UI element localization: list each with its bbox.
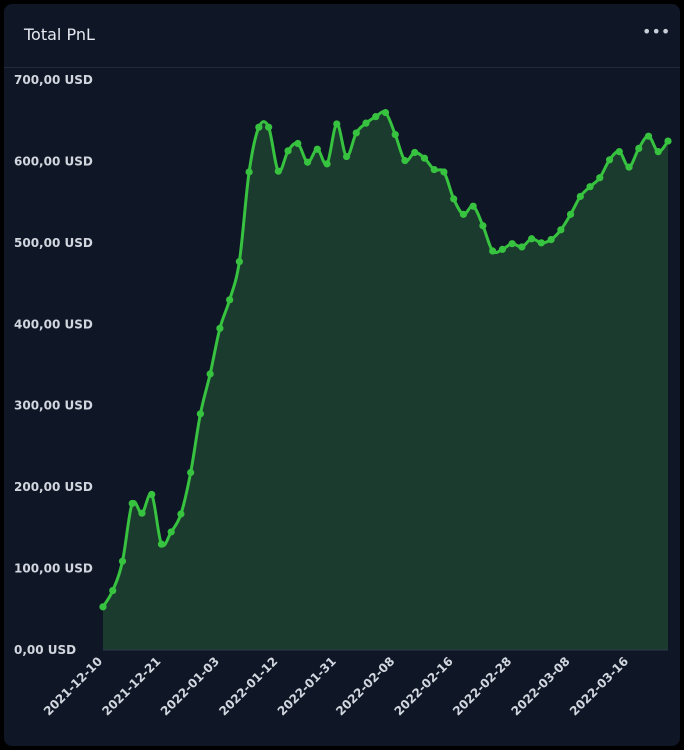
data-point[interactable]: [148, 490, 156, 499]
data-point[interactable]: [303, 158, 312, 166]
data-point[interactable]: [615, 148, 623, 156]
data-point[interactable]: [450, 195, 458, 203]
data-point[interactable]: [235, 257, 243, 266]
data-point[interactable]: [547, 236, 555, 244]
data-point[interactable]: [440, 168, 448, 176]
data-point[interactable]: [654, 148, 662, 156]
data-point[interactable]: [342, 152, 351, 161]
y-tick-label: 300,00 USD: [14, 399, 93, 413]
x-tick-label: 2022-02-28: [450, 654, 514, 718]
data-point[interactable]: [605, 156, 614, 164]
data-point[interactable]: [99, 603, 107, 611]
data-point[interactable]: [411, 148, 419, 157]
data-point[interactable]: [265, 123, 273, 131]
x-tick-label: 2022-03-16: [567, 654, 631, 718]
data-point[interactable]: [323, 160, 331, 168]
y-tick-label: 200,00 USD: [14, 480, 93, 494]
data-point[interactable]: [196, 410, 205, 418]
y-tick-label: 700,00 USD: [14, 73, 93, 87]
x-tick-label: 2022-01-12: [216, 654, 280, 718]
data-point[interactable]: [469, 202, 477, 210]
card-title: Total PnL: [24, 25, 95, 44]
data-point[interactable]: [596, 174, 604, 182]
data-point[interactable]: [313, 145, 321, 153]
plot-area: [99, 108, 672, 651]
data-point[interactable]: [479, 222, 487, 230]
data-point[interactable]: [128, 499, 136, 508]
data-point[interactable]: [430, 165, 438, 174]
y-axis: 0,00 USD 100,00 USD 200,00 USD 300,00 USD 40…: [14, 73, 93, 657]
data-point[interactable]: [118, 557, 127, 565]
x-tick-label: 2022-03-08: [509, 654, 573, 718]
data-point[interactable]: [157, 540, 166, 548]
data-point[interactable]: [333, 120, 341, 128]
data-point[interactable]: [216, 324, 224, 332]
data-point[interactable]: [664, 137, 672, 145]
data-point[interactable]: [352, 129, 360, 137]
data-point[interactable]: [167, 528, 175, 536]
x-tick-label: 2022-02-08: [333, 654, 397, 718]
data-point[interactable]: [498, 245, 506, 253]
y-tick-label: 600,00 USD: [14, 154, 93, 168]
x-tick-label: 2022-01-03: [158, 654, 222, 718]
data-point[interactable]: [401, 157, 409, 165]
x-tick-label: 2021-12-21: [99, 654, 163, 718]
x-axis: 2021-12-102021-12-212022-01-032022-01-12…: [41, 654, 631, 718]
y-tick-label: 400,00 USD: [14, 317, 93, 331]
data-point[interactable]: [138, 509, 146, 517]
data-point[interactable]: [508, 240, 516, 248]
data-point[interactable]: [459, 210, 468, 218]
data-point[interactable]: [109, 586, 117, 595]
data-point[interactable]: [537, 239, 545, 247]
data-point[interactable]: [284, 147, 292, 155]
data-point[interactable]: [557, 226, 565, 234]
data-point[interactable]: [518, 243, 526, 251]
card-header: Total PnL •••: [4, 4, 680, 68]
data-point[interactable]: [528, 235, 536, 243]
data-point[interactable]: [245, 168, 253, 176]
data-point[interactable]: [226, 296, 234, 304]
data-point[interactable]: [566, 210, 575, 218]
data-point[interactable]: [635, 144, 643, 152]
area-fill: [103, 111, 668, 651]
data-point[interactable]: [391, 130, 399, 139]
x-tick-label: 2021-12-10: [41, 654, 105, 718]
data-point[interactable]: [294, 139, 302, 148]
y-tick-label: 100,00 USD: [14, 562, 93, 576]
data-point[interactable]: [255, 123, 263, 131]
x-tick-label: 2022-02-16: [392, 654, 456, 718]
data-point[interactable]: [372, 113, 380, 121]
data-point[interactable]: [625, 163, 633, 171]
data-point[interactable]: [206, 370, 214, 378]
y-tick-label: 500,00 USD: [14, 236, 93, 250]
data-point[interactable]: [362, 119, 370, 127]
y-tick-label: 0,00 USD: [14, 643, 76, 657]
data-point[interactable]: [489, 247, 497, 255]
data-point[interactable]: [644, 132, 653, 140]
data-point[interactable]: [187, 468, 195, 477]
data-point[interactable]: [420, 154, 429, 162]
data-point[interactable]: [586, 183, 594, 191]
data-point[interactable]: [381, 108, 390, 117]
data-point[interactable]: [177, 510, 185, 518]
data-point[interactable]: [576, 192, 584, 201]
data-point[interactable]: [274, 167, 282, 175]
x-tick-label: 2022-01-31: [275, 654, 339, 718]
